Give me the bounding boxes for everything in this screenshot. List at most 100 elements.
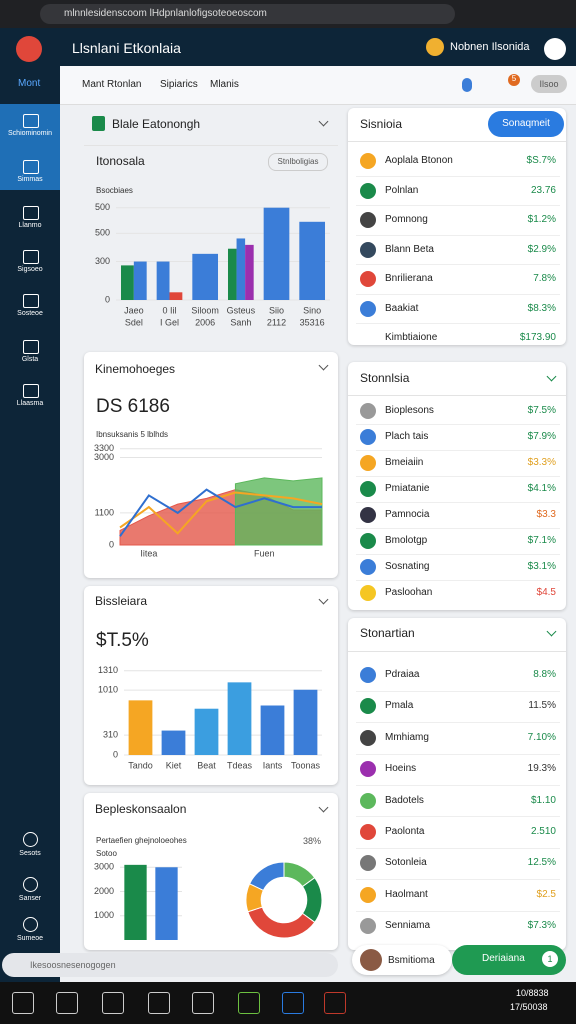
nav-item[interactable]: Llanmo — [18, 222, 42, 229]
address-bar[interactable] — [40, 4, 455, 24]
tab[interactable]: Sipiarics — [160, 79, 198, 90]
row-name[interactable]: Pmala — [385, 700, 414, 712]
x-tick-label: Sdel — [125, 317, 143, 327]
taskbar-icon[interactable] — [192, 992, 214, 1014]
row-value: 7.10% — [527, 731, 556, 743]
row-name[interactable]: Baakiat — [385, 302, 419, 314]
row-divider — [356, 879, 560, 881]
row-divider — [356, 502, 560, 503]
row-name[interactable]: Bioplesons — [385, 405, 434, 416]
badge[interactable]: 5 — [508, 74, 520, 86]
row-name[interactable]: Pomnong — [385, 214, 428, 225]
row-name[interactable]: Plach tais — [385, 431, 429, 442]
nav-item[interactable]: Sosteoe — [17, 310, 43, 317]
taskbar-icon[interactable] — [238, 992, 260, 1014]
row-value: $173.90 — [519, 332, 556, 343]
row-name[interactable]: Hoeins — [385, 763, 417, 775]
nav-item[interactable]: Glsta — [21, 356, 39, 363]
taskbar-icon[interactable] — [282, 992, 304, 1014]
notify-icon — [462, 78, 472, 92]
row-divider — [356, 910, 560, 912]
row-name[interactable]: Pamnocia — [385, 509, 430, 520]
row-divider — [356, 175, 560, 177]
taskbar-icon[interactable] — [324, 992, 346, 1014]
tab[interactable]: Mlanis — [210, 79, 239, 90]
nav-icon[interactable] — [23, 832, 38, 847]
row-name[interactable]: Sosnating — [385, 561, 430, 572]
taskbar-icon[interactable] — [12, 992, 34, 1014]
nav-icon[interactable] — [23, 877, 38, 892]
x-tick-label: Jaeo — [124, 305, 144, 315]
area — [234, 477, 323, 546]
contact-name[interactable]: Bsmitioma — [388, 955, 435, 966]
avatar[interactable] — [426, 38, 444, 56]
taskbar-icon[interactable] — [102, 992, 124, 1014]
action-label[interactable]: Deriaiana — [482, 953, 525, 964]
bar — [227, 682, 252, 755]
y-tick-label: 300 — [95, 256, 110, 266]
nav-icon[interactable] — [23, 114, 39, 128]
nav-item[interactable]: Sigsoeo — [17, 266, 43, 273]
row-name[interactable]: Blann Beta — [385, 243, 434, 255]
line — [119, 491, 323, 535]
row-name[interactable]: Haolmant — [385, 888, 428, 900]
row-name[interactable]: Paolonta — [385, 826, 425, 837]
taskbar-icon[interactable] — [56, 992, 78, 1014]
row-name[interactable]: Sotonleia — [385, 857, 427, 869]
row-name[interactable]: Kimbtiaione — [385, 332, 438, 343]
row-name[interactable]: Polnlan — [385, 184, 419, 196]
row-divider — [356, 784, 560, 786]
row-name[interactable]: Senniama — [385, 920, 431, 932]
chart-button[interactable]: Stnlboligias — [268, 153, 328, 171]
row-value: $7.5% — [527, 405, 556, 416]
y-tick-label: 1100 — [95, 507, 114, 517]
app-header — [0, 28, 576, 66]
row-name[interactable]: Mmhiamg — [385, 731, 429, 743]
row-divider — [356, 847, 560, 849]
bar — [192, 253, 219, 300]
nav-icon[interactable] — [23, 340, 39, 354]
bar — [194, 708, 219, 755]
nav-icon[interactable] — [23, 160, 39, 174]
row-name[interactable]: Pmiatanie — [385, 483, 430, 494]
x-tick-label: Tdeas — [227, 760, 253, 770]
y-tick-label: 500 — [95, 228, 110, 238]
nav-item[interactable]: Schiominomin — [8, 130, 52, 137]
row-name[interactable]: Aoplala Btonon — [385, 155, 453, 166]
nav-item[interactable]: Simmas — [17, 176, 43, 183]
x-tick-label: I Gel — [160, 317, 179, 327]
menu-button[interactable] — [544, 38, 566, 60]
kpi-value: DS 6186 — [96, 396, 170, 417]
nav-icon[interactable] — [23, 250, 39, 264]
date: 10/8838 — [516, 988, 549, 998]
nav-item[interactable]: Sumeoe — [16, 935, 44, 942]
row-name[interactable]: Pasloohan — [385, 587, 433, 598]
nav-item[interactable]: Sesots — [19, 850, 41, 857]
tab[interactable]: Mant Rtonlan — [82, 79, 142, 90]
row-name[interactable]: Badotels — [385, 794, 424, 806]
nav-icon[interactable] — [23, 917, 38, 932]
nav-icon[interactable] — [23, 384, 39, 398]
list-button[interactable]: Sonaqmeit — [488, 111, 564, 137]
nav-item[interactable]: Llaasma — [16, 400, 44, 407]
row-value: 11.5% — [528, 700, 556, 712]
bar — [155, 867, 178, 940]
bar — [293, 689, 318, 755]
nav-item[interactable]: Sanser — [18, 895, 42, 902]
row-name[interactable]: Bnrilierana — [385, 273, 433, 284]
tab-row — [60, 66, 576, 105]
nav-icon[interactable] — [23, 294, 39, 308]
row-name[interactable]: Bmolotgp — [385, 535, 428, 546]
taskbar-icon[interactable] — [148, 992, 170, 1014]
row-name[interactable]: Bmeiaiin — [385, 457, 424, 468]
x-tick-label: Sanh — [230, 317, 251, 327]
header-button[interactable]: Ilsoo — [531, 75, 567, 93]
x-tick-label: 2112 — [267, 317, 286, 327]
chart-title: Itonosala — [96, 154, 145, 168]
search-bar[interactable] — [2, 953, 338, 977]
nav-icon[interactable] — [23, 206, 39, 220]
chart-label: 38% — [303, 836, 322, 846]
row-name[interactable]: Pdraiaa — [385, 669, 420, 680]
search-text[interactable]: Ikesoosnesenogogen — [30, 960, 116, 970]
divider — [348, 141, 566, 142]
